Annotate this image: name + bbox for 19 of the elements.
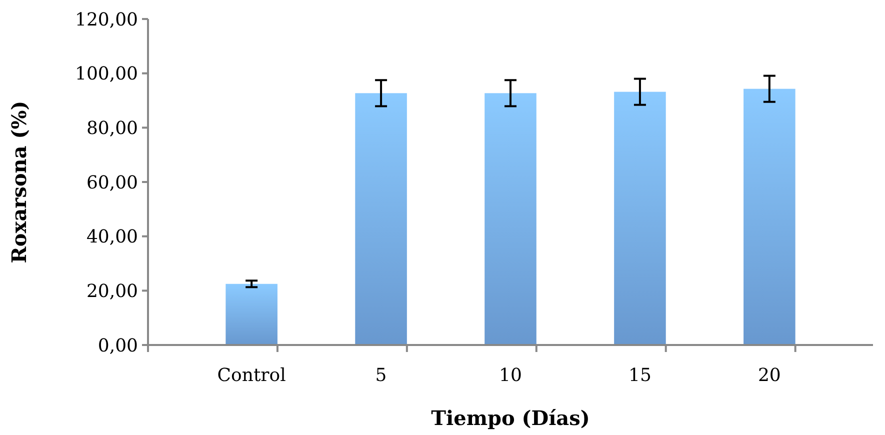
bar (226, 284, 278, 345)
bar (355, 93, 407, 345)
bar (744, 88, 796, 345)
x-axis-title: Tiempo (Días) (431, 406, 590, 430)
x-tick-label: 10 (499, 365, 522, 386)
bar (484, 93, 536, 345)
y-axis-title: Roxarsona (%) (7, 100, 31, 264)
x-tick-label: 20 (758, 365, 781, 386)
x-tick-label: 5 (375, 365, 387, 386)
y-tick-label: 0,00 (98, 335, 138, 356)
y-tick-label: 120,00 (75, 9, 138, 30)
bar (614, 92, 666, 345)
y-tick-label: 20,00 (86, 280, 138, 302)
x-tick-label: 15 (628, 365, 652, 386)
y-tick-label: 60,00 (86, 172, 138, 194)
y-tick-label: 40,00 (86, 226, 138, 248)
y-tick-label: 80,00 (86, 118, 138, 139)
y-tick-label: 100,00 (75, 64, 138, 85)
x-tick-label: Control (217, 365, 286, 386)
